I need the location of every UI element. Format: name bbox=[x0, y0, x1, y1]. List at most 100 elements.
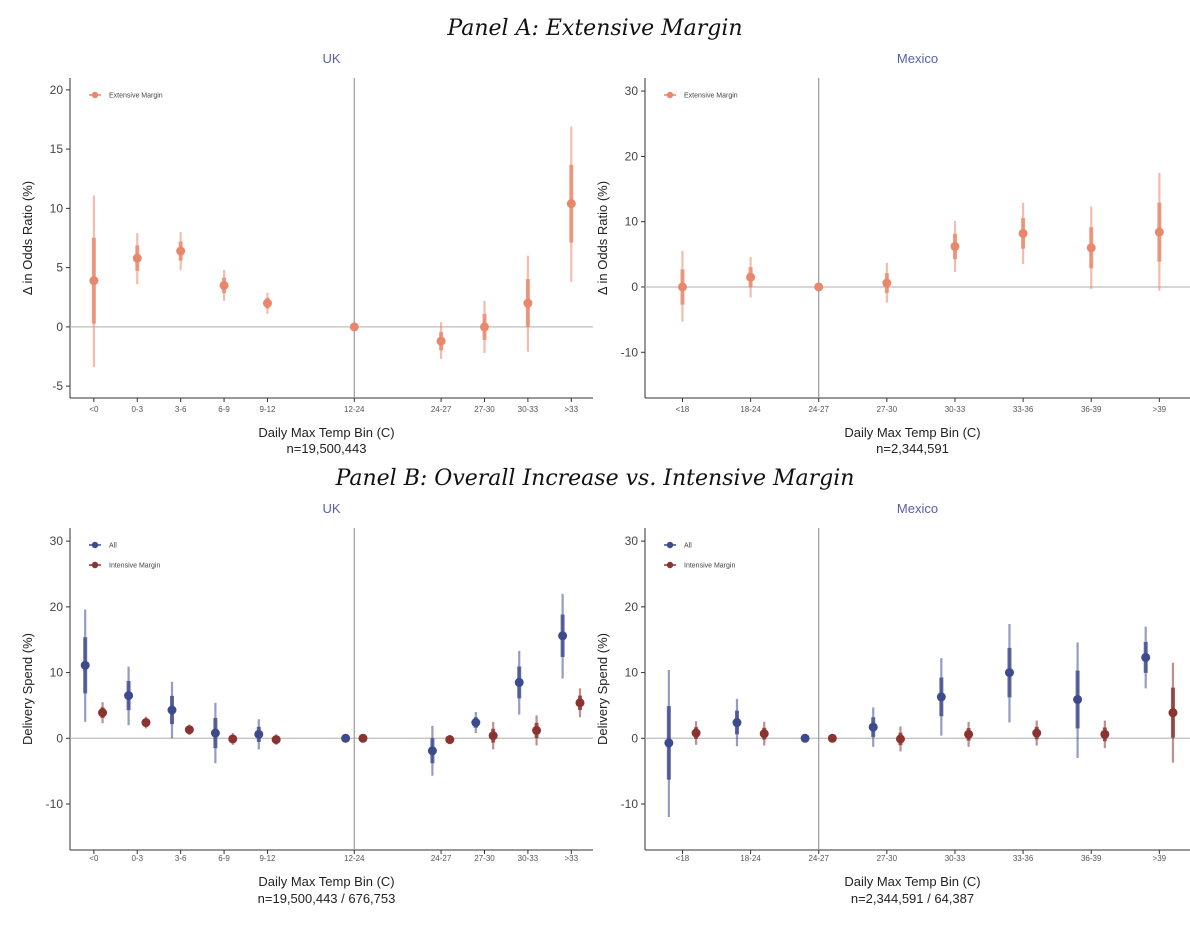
data-point bbox=[210, 728, 220, 738]
data-point bbox=[746, 272, 756, 282]
y-tick-label: 10 bbox=[625, 215, 639, 229]
data-point bbox=[558, 631, 568, 641]
x-tick-label: 0-3 bbox=[131, 405, 143, 414]
x-tick-label: 33-36 bbox=[1013, 405, 1034, 414]
data-point bbox=[1032, 728, 1042, 738]
x-tick-label: 24-27 bbox=[431, 405, 452, 414]
data-point bbox=[262, 298, 272, 308]
legend-label: Intensive Margin bbox=[109, 563, 160, 570]
data-point bbox=[575, 698, 585, 708]
x-tick-label: <18 bbox=[676, 854, 690, 863]
x-tick-label: 24-27 bbox=[808, 405, 829, 414]
data-point bbox=[523, 298, 533, 308]
series-2 bbox=[691, 662, 1178, 763]
x-tick-label: 30-33 bbox=[518, 405, 539, 414]
legend-swatch bbox=[91, 91, 99, 99]
x-tick-label: >39 bbox=[1153, 854, 1167, 863]
chart-subtitle: UK bbox=[322, 501, 340, 516]
data-point bbox=[271, 735, 281, 745]
data-point bbox=[1168, 708, 1178, 718]
x-tick-label: 9-12 bbox=[259, 854, 276, 863]
data-point bbox=[800, 733, 810, 743]
data-point bbox=[471, 718, 481, 728]
panel-b-title: Panel B: Overall Increase vs. Intensive … bbox=[335, 466, 855, 491]
x-tick-label: <18 bbox=[676, 405, 690, 414]
data-point bbox=[1086, 243, 1096, 253]
data-point bbox=[167, 705, 177, 715]
series-2 bbox=[98, 688, 585, 750]
x-tick-label: <0 bbox=[89, 854, 99, 863]
chart-subtitle: Mexico bbox=[897, 501, 938, 516]
x-tick-label: 30-33 bbox=[945, 854, 966, 863]
data-point bbox=[1018, 228, 1028, 238]
data-point bbox=[1004, 668, 1014, 678]
data-point bbox=[677, 282, 687, 292]
chart-3: UK -10 0 10 20 30 <0 0-3 3-6 6-9 9-12 12-24 24-27 27-… bbox=[20, 501, 593, 906]
series-1 bbox=[89, 126, 576, 368]
x-tick-label: 27-30 bbox=[474, 405, 495, 414]
data-point bbox=[964, 729, 974, 739]
data-point bbox=[436, 336, 446, 346]
x-axis-label: Daily Max Temp Bin (C) bbox=[844, 874, 980, 889]
data-point bbox=[349, 322, 359, 332]
series-1 bbox=[80, 593, 568, 776]
series-1 bbox=[677, 172, 1164, 322]
x-axis-label: Daily Max Temp Bin (C) bbox=[258, 425, 394, 440]
y-axis-label: Δ in Odds Ratio (%) bbox=[20, 181, 35, 295]
data-point bbox=[514, 677, 524, 687]
x-tick-label: >33 bbox=[565, 854, 579, 863]
x-tick-label: 9-12 bbox=[259, 405, 276, 414]
y-tick-label: 30 bbox=[625, 534, 639, 548]
data-point bbox=[827, 733, 837, 743]
data-point bbox=[427, 746, 437, 756]
x-tick-label: 36-39 bbox=[1081, 405, 1102, 414]
x-tick-label: >39 bbox=[1153, 405, 1167, 414]
x-tick-label: 6-9 bbox=[218, 854, 230, 863]
x-axis-label: Daily Max Temp Bin (C) bbox=[844, 425, 980, 440]
y-tick-label: 0 bbox=[56, 731, 63, 745]
y-tick-label: 0 bbox=[631, 280, 638, 294]
data-point bbox=[895, 734, 905, 744]
data-point bbox=[176, 246, 186, 256]
data-point bbox=[732, 718, 742, 728]
data-point bbox=[868, 722, 878, 732]
y-tick-label: 20 bbox=[50, 600, 64, 614]
x-tick-label: 30-33 bbox=[945, 405, 966, 414]
chart-subtitle: Mexico bbox=[897, 51, 938, 66]
y-tick-label: -10 bbox=[46, 797, 64, 811]
data-point bbox=[882, 278, 892, 288]
data-point bbox=[566, 199, 576, 209]
chart-subtitle: UK bbox=[322, 51, 340, 66]
legend-swatch bbox=[666, 561, 674, 569]
sample-size-label: n=2,344,591 bbox=[876, 441, 949, 456]
x-tick-label: 30-33 bbox=[518, 854, 539, 863]
panel-a-title: Panel A: Extensive Margin bbox=[447, 16, 743, 41]
x-tick-label: 33-36 bbox=[1013, 854, 1034, 863]
data-point bbox=[89, 276, 99, 286]
chart-2: Mexico -10 0 10 20 30 <18 18-24 24-27 27-30 30-33 3… bbox=[595, 51, 1190, 456]
x-tick-label: 12-24 bbox=[344, 854, 365, 863]
x-tick-label: 18-24 bbox=[740, 405, 761, 414]
data-point bbox=[254, 729, 264, 739]
data-point bbox=[341, 733, 351, 743]
data-point bbox=[98, 708, 108, 718]
data-point bbox=[532, 725, 542, 735]
chart-4: Mexico -10 0 10 20 30 <18 18-24 24-27 27-30 30-33 3… bbox=[595, 501, 1190, 906]
data-point bbox=[691, 728, 701, 738]
data-point bbox=[358, 733, 368, 743]
x-tick-label: 24-27 bbox=[808, 854, 829, 863]
legend-label: Extensive Margin bbox=[684, 93, 738, 100]
sample-size-label: n=19,500,443 / 676,753 bbox=[258, 891, 396, 906]
data-point bbox=[1154, 227, 1164, 237]
x-tick-label: 0-3 bbox=[131, 854, 143, 863]
data-point bbox=[759, 729, 769, 739]
data-point bbox=[950, 241, 960, 251]
legend-label: All bbox=[109, 543, 117, 550]
y-tick-label: 20 bbox=[625, 600, 639, 614]
y-tick-label: -10 bbox=[621, 797, 639, 811]
chart-1: UK -5 0 5 10 15 20 <0 0-3 3-6 6-9 9-12 12-24 24-27 27-… bbox=[20, 51, 593, 456]
data-point bbox=[1141, 652, 1151, 662]
x-tick-label: 24-27 bbox=[431, 854, 452, 863]
legend-swatch bbox=[666, 541, 674, 549]
y-tick-label: 20 bbox=[50, 83, 64, 97]
